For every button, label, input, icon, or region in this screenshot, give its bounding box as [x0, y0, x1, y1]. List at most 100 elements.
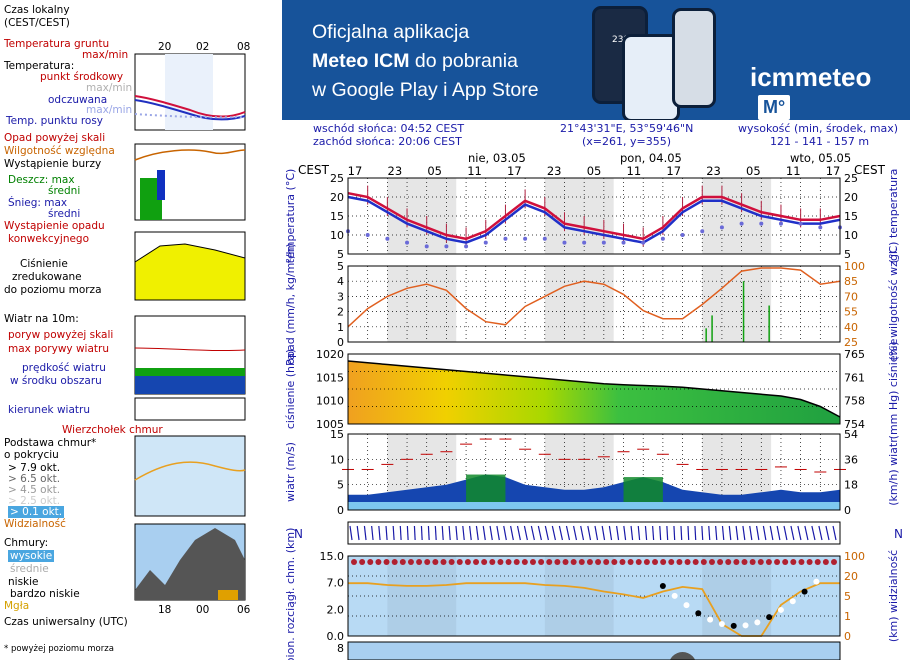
wind-arrow — [482, 525, 486, 541]
wind-arrow — [687, 525, 690, 541]
legend-local-tick: 08 — [237, 41, 251, 53]
cloud-top-dot — [643, 559, 650, 565]
wind-arrow — [811, 525, 816, 541]
cloud-top-dot — [717, 559, 724, 565]
legend-rain-mid: średni — [48, 185, 81, 197]
phone-temp: 23° — [612, 35, 628, 45]
panel-border — [347, 265, 841, 343]
wind-arrow — [510, 525, 514, 541]
cloud-top-dot — [489, 559, 496, 565]
wind-arrow — [455, 525, 458, 541]
wind-arrow — [742, 525, 746, 541]
wind-arrow — [797, 525, 802, 541]
wind-arrow — [572, 525, 578, 541]
dew-point — [582, 240, 587, 245]
night-band — [387, 178, 457, 254]
hour-tick: 05 — [427, 164, 442, 178]
axis-label: (%) wilgotność wzgl. — [887, 248, 900, 361]
legend-mini-charts — [134, 53, 246, 601]
app-banner[interactable]: Oficjalna aplikacja Meteo ICM do pobrani… — [282, 0, 910, 120]
wind-arrow — [652, 525, 655, 541]
axis-label: (km/h) wiatr — [887, 438, 900, 506]
axis-tick: 5 — [337, 248, 344, 261]
dew-point — [562, 240, 567, 245]
axis-tick: 2 — [337, 306, 344, 319]
axis-tick: 20 — [844, 570, 858, 583]
legend-mid: średnie — [10, 563, 49, 575]
wind-arrow — [496, 525, 500, 541]
panel-border — [347, 433, 841, 511]
cloud-top-dot — [822, 559, 829, 565]
panel-border — [347, 555, 841, 637]
legend-high: wysokie — [8, 550, 55, 562]
cloud-top-dot — [684, 559, 691, 565]
cloud-top-dot — [456, 559, 463, 565]
wind-arrow — [721, 525, 725, 541]
axis-tick: 10 — [330, 453, 344, 466]
cloud-top-dot — [798, 559, 805, 565]
legend-okt-4: > 2.5 okt. — [8, 495, 61, 507]
axis-tick: 5 — [337, 260, 344, 273]
dew-point — [444, 244, 449, 249]
wind-arrow — [448, 525, 451, 541]
cloud-top-dot — [391, 559, 398, 565]
grid-point: (x=261, y=355) — [582, 135, 672, 148]
legend-utc: Czas uniwersalny (UTC) — [4, 616, 128, 628]
banner-line2-rest: do pobrania — [409, 50, 518, 72]
axis-tick: 5 — [844, 590, 851, 603]
legend-utc-tick: 00 — [196, 604, 210, 616]
legend-precip-above: Opad powyżej skali — [4, 132, 106, 144]
wind-arrow — [637, 525, 641, 541]
panel-bg — [348, 642, 840, 660]
dew-point — [405, 240, 410, 245]
legend-storm: Wystąpienie burzy — [4, 158, 102, 170]
panel-border — [347, 521, 841, 545]
legend-local-time-sub: (CEST/CEST) — [4, 17, 70, 29]
legend-pressure: Ciśnienie — [20, 258, 68, 270]
axis-tick: 15 — [844, 210, 858, 223]
legend-max-min: max/min — [86, 82, 133, 94]
axis-tick: 5 — [844, 248, 851, 261]
legend-okt-5-text: > 0.1 okt. — [8, 506, 65, 518]
cloud-top-dot — [570, 559, 577, 565]
cloud-base-dot — [671, 592, 678, 599]
wind-arrow — [489, 525, 493, 541]
banner-text: Oficjalna aplikacja Meteo ICM do pobrani… — [312, 18, 539, 105]
cloud-top-dot — [375, 559, 382, 565]
day-label: nie, 03.05 — [468, 151, 526, 165]
legend-visibility: Widzialność — [4, 518, 66, 530]
hour-tick: 05 — [587, 164, 602, 178]
wind-arrow — [832, 525, 837, 541]
cloud-top-dot — [554, 559, 561, 565]
wind-arrow — [587, 525, 592, 541]
dew-point — [700, 229, 705, 234]
hour-tick: 11 — [627, 164, 642, 178]
axis-tick: 36 — [844, 453, 858, 466]
cloud-base-dot — [718, 620, 725, 627]
cloud-top-dot — [708, 559, 715, 565]
pressure-area — [348, 361, 840, 424]
axis-tick: 1015 — [316, 371, 344, 384]
axis-tick: 20 — [844, 191, 858, 204]
wind-arrow — [701, 525, 704, 541]
dew-point — [483, 240, 488, 245]
wind-arrow — [735, 525, 739, 541]
axis-label: opad (mm/h, kg/m²/h) — [284, 243, 297, 364]
wind-arrow — [434, 525, 437, 541]
wind-arrow — [469, 525, 472, 541]
wind-arrow — [503, 525, 507, 541]
sunrise: wschód słońca: 04:52 CEST — [313, 122, 465, 135]
hour-tick: 11 — [786, 164, 801, 178]
banner-line2: Meteo ICM do pobrania — [312, 47, 539, 76]
legend-cloud-top: Wierzchołek chmur — [62, 424, 163, 436]
axis-tick: 100 — [844, 260, 865, 273]
cloud-base-dot — [730, 622, 737, 629]
legend-dew: Temp. punktu rosy — [6, 115, 104, 127]
wind-arrow — [349, 525, 353, 541]
wind-arrow — [623, 525, 627, 541]
wind-arrow — [544, 525, 549, 541]
cloud-top-dot — [692, 559, 699, 565]
wind-arrow — [475, 525, 479, 541]
axis-tick: 20 — [330, 191, 344, 204]
panel-border — [347, 177, 841, 255]
